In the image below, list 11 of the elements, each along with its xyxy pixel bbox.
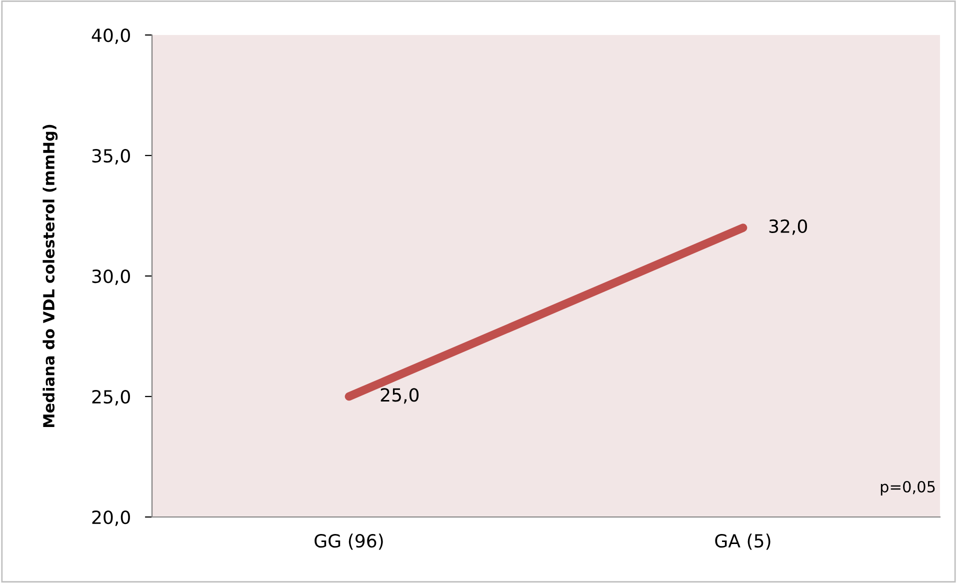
data-label: 25,0 [380, 388, 419, 404]
x-tick-label: GG (96) [314, 534, 383, 550]
y-tick-label: 35,0 [92, 148, 130, 164]
y-tick-label: 30,0 [92, 269, 130, 285]
y-tick-label: 20,0 [92, 510, 130, 526]
y-axis-title: Mediana do VDL colesterol (mmHg) [42, 124, 58, 428]
y-tick-label: 25,0 [92, 390, 130, 406]
y-tick-label: 40,0 [92, 28, 130, 44]
x-tick-label: GA (5) [715, 534, 770, 550]
annotation: p=0,05 [880, 480, 935, 496]
data-label: 32,0 [769, 219, 808, 235]
